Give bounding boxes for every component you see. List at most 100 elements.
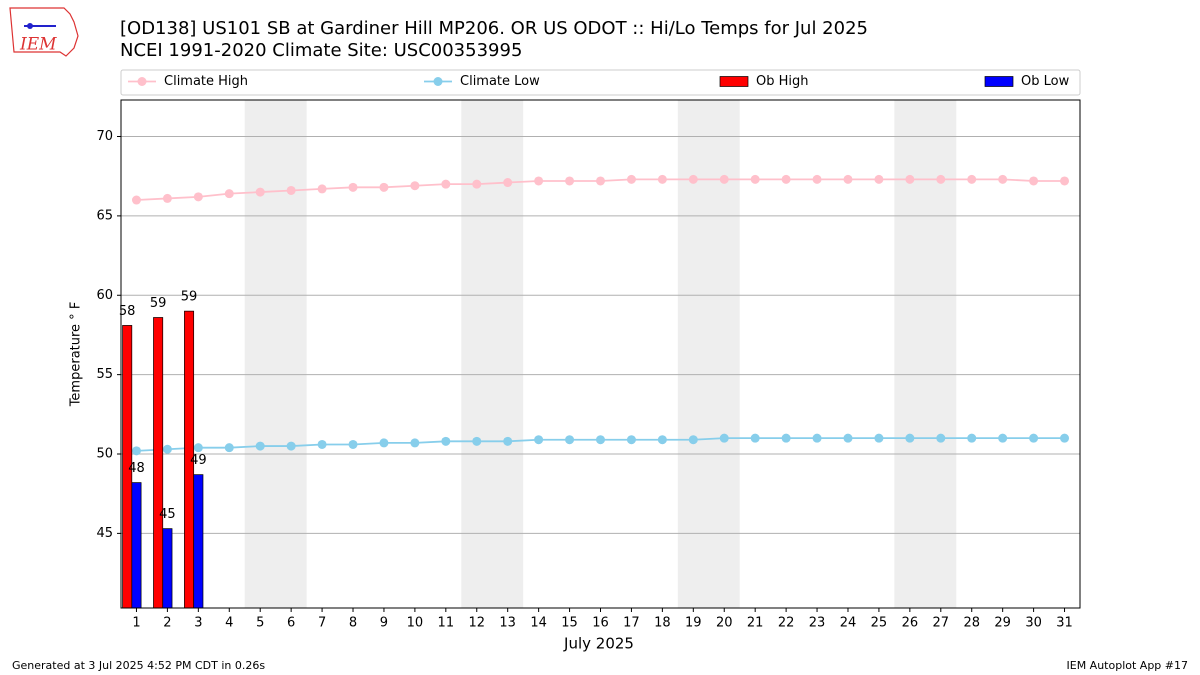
bar-value-label: 59: [150, 296, 167, 311]
legend-label: Ob Low: [1021, 74, 1070, 89]
point: [626, 435, 636, 445]
x-tick-label: 25: [871, 616, 888, 631]
point: [843, 433, 853, 443]
y-axis-label: Temperature ° F: [69, 302, 84, 408]
x-tick-label: 8: [349, 616, 357, 631]
bar: [131, 482, 142, 609]
x-tick-label: 3: [194, 616, 202, 631]
x-tick-label: 14: [530, 616, 547, 631]
x-tick-label: 12: [468, 616, 485, 631]
point: [379, 182, 389, 192]
legend-swatch: [137, 77, 147, 86]
point: [657, 435, 667, 445]
point: [719, 433, 729, 443]
x-tick-label: 21: [747, 616, 764, 631]
x-tick-label: 9: [380, 616, 388, 631]
point: [657, 174, 667, 184]
bar-value-label: 48: [128, 461, 145, 476]
point: [379, 438, 389, 448]
point: [317, 184, 327, 194]
x-tick-label: 20: [716, 616, 733, 631]
logo-icon: [27, 23, 33, 29]
x-tick-label: 1: [132, 616, 140, 631]
legend: Climate High Climate Low Ob High Ob Low: [120, 69, 1081, 96]
weekend-band: [677, 100, 740, 608]
weekend-band: [461, 100, 524, 608]
x-tick-label: 2: [163, 616, 171, 631]
bar-value-label: 45: [159, 507, 176, 522]
bar-value-label: 59: [181, 290, 198, 305]
y-tick-label: 70: [96, 129, 113, 144]
point: [626, 174, 636, 184]
point: [905, 174, 915, 184]
point: [255, 441, 265, 451]
point: [812, 433, 822, 443]
legend-label: Climate Low: [460, 74, 540, 89]
x-tick-label: 24: [840, 616, 857, 631]
point: [874, 433, 884, 443]
point: [565, 435, 575, 445]
bar-value-label: 58: [119, 304, 136, 319]
point: [596, 176, 605, 186]
plot-frame: [120, 99, 1081, 609]
footer-left: Generated at 3 Jul 2025 4:52 PM CDT in 0…: [12, 659, 265, 672]
y-tick-label: 65: [96, 208, 113, 223]
point: [131, 195, 141, 205]
logo-text: IEM: [19, 35, 57, 55]
point: [905, 433, 915, 443]
legend-swatch: [719, 76, 749, 87]
point: [441, 436, 451, 446]
point: [1029, 433, 1039, 443]
point: [596, 435, 605, 445]
point: [750, 433, 760, 443]
point: [534, 176, 544, 186]
chart-title: [OD138] US101 SB at Gardiner Hill MP206.…: [120, 18, 868, 39]
legend-box: [120, 69, 1081, 96]
x-tick-label: 13: [499, 616, 516, 631]
legend-label: Ob High: [756, 74, 809, 89]
legend-label: Climate High: [164, 74, 248, 89]
x-tick-label: 7: [318, 616, 326, 631]
point: [998, 174, 1008, 184]
x-tick-label: 5: [256, 616, 264, 631]
point: [750, 174, 760, 184]
point: [162, 444, 172, 454]
point: [503, 436, 513, 446]
chart-subtitle: NCEI 1991-2020 Climate Site: USC00353995: [120, 40, 522, 61]
y-tick-label: 50: [96, 447, 113, 462]
x-tick-label: 17: [623, 616, 640, 631]
point: [348, 182, 358, 192]
point: [286, 441, 296, 451]
point: [503, 178, 513, 188]
weekend-band: [244, 100, 307, 608]
point: [472, 179, 482, 189]
point: [286, 185, 296, 195]
x-tick-label: 26: [902, 616, 919, 631]
point: [348, 439, 358, 449]
x-tick-label: 27: [933, 616, 950, 631]
point: [998, 433, 1008, 443]
point: [224, 443, 234, 453]
x-tick-label: 19: [685, 616, 702, 631]
point: [781, 433, 791, 443]
point: [936, 174, 946, 184]
point: [131, 446, 141, 456]
x-tick-label: 15: [561, 616, 578, 631]
x-tick-label: 4: [225, 616, 233, 631]
point: [1060, 176, 1070, 186]
x-axis-label: July 2025: [563, 635, 634, 653]
footer-right: IEM Autoplot App #17: [1067, 659, 1189, 672]
point: [719, 174, 729, 184]
legend-swatch: [433, 77, 443, 86]
point: [534, 435, 544, 445]
point: [224, 189, 234, 199]
point: [781, 174, 791, 184]
point: [1060, 433, 1070, 443]
x-tick-label: 28: [963, 616, 980, 631]
point: [936, 433, 946, 443]
point: [193, 192, 203, 202]
x-tick-label: 31: [1056, 616, 1073, 631]
y-tick-label: 60: [96, 288, 113, 303]
point: [193, 443, 203, 453]
